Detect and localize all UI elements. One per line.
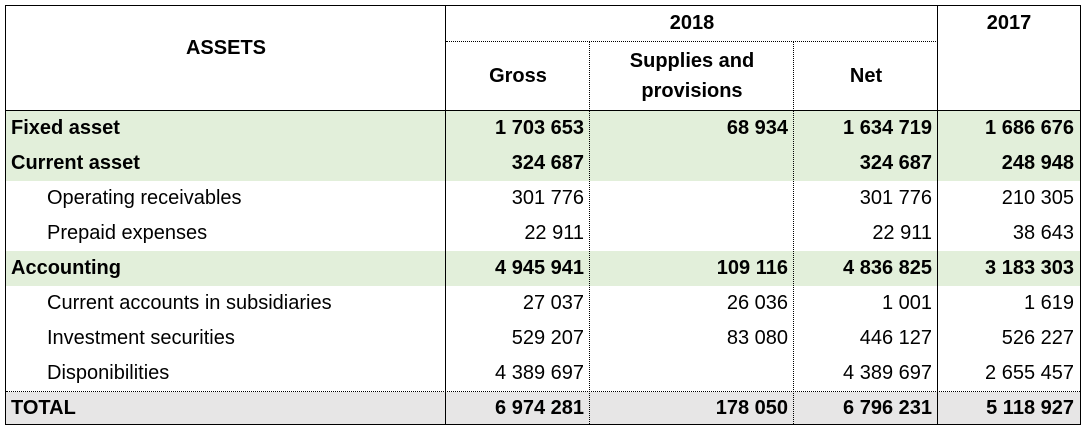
y2017-value: 1 686 676: [985, 117, 1074, 139]
supplies-value: [590, 216, 794, 251]
table-row: Accounting 4 945 941 109 116 4 836 825 3…: [6, 251, 1080, 286]
supplies-value: [590, 181, 794, 216]
net-value: 1 001: [881, 292, 932, 314]
net-value: 324 687: [859, 152, 932, 174]
gross-value: 4 389 697: [495, 362, 584, 384]
gross-value: 4 945 941: [495, 257, 584, 279]
row-label: Current asset: [11, 152, 140, 174]
y2017-value: 5 118 927: [986, 396, 1074, 419]
net-value: 4 836 825: [843, 257, 932, 279]
col-divider: [445, 6, 446, 424]
supplies-value: 26 036: [726, 292, 788, 314]
col-divider: [937, 6, 938, 424]
supplies-value: 68 934: [726, 117, 788, 139]
supplies-value: 83 080: [726, 327, 788, 349]
y2017-value: 210 305: [1001, 187, 1074, 209]
gross-value: 22 911: [524, 222, 584, 244]
gross-value: 529 207: [511, 327, 584, 349]
table-row: Operating receivables 301 776 301 776 21…: [6, 181, 1080, 216]
total-row: TOTAL 6 974 281 178 050 6 796 231 5 118 …: [6, 392, 1080, 424]
gross-value: 324 687: [511, 152, 584, 174]
net-value: 446 127: [859, 327, 932, 349]
gross-header: Gross: [489, 64, 547, 87]
y2017-value: 38 643: [1012, 222, 1074, 244]
supplies-value: 109 116: [716, 257, 788, 279]
gross-value: 1 703 653: [495, 117, 584, 139]
net-value: 22 911: [872, 222, 932, 244]
table-row: Investment securities 529 207 83 080 446…: [6, 321, 1080, 356]
row-label: Investment securities: [47, 327, 235, 349]
assets-table: ASSETS 2018 2017 Gross Supplies and prov…: [5, 5, 1081, 425]
net-value: 301 776: [859, 187, 932, 209]
row-label: Current accounts in subsidiaries: [47, 292, 332, 314]
supplies-header-line2: provisions: [641, 80, 743, 102]
y2017-value: 2 655 457: [985, 362, 1074, 384]
supplies-value: 178 050: [715, 396, 788, 419]
year-2018-header: 2018: [669, 12, 715, 34]
col-divider: [793, 41, 794, 111]
y2017-value: 248 948: [1001, 152, 1074, 174]
table-header: ASSETS 2018 2017 Gross Supplies and prov…: [6, 6, 1080, 111]
net-value: 4 389 697: [843, 362, 932, 384]
supplies-header: Supplies and provisions: [590, 42, 794, 110]
row-label: Prepaid expenses: [47, 222, 208, 244]
col-divider: [793, 111, 794, 424]
y2017-value: 526 227: [1001, 327, 1074, 349]
col-divider: [589, 111, 590, 424]
gross-value: 27 037: [522, 292, 584, 314]
assets-header: ASSETS: [185, 37, 267, 59]
net-value: 6 796 231: [843, 396, 932, 419]
table-row: Disponibilities 4 389 697 4 389 697 2 65…: [6, 356, 1080, 391]
row-label: Fixed asset: [11, 117, 120, 139]
gross-value: 301 776: [511, 187, 584, 209]
table-row: Current asset 324 687 324 687 248 948: [6, 146, 1080, 181]
net-value: 1 634 719: [843, 117, 932, 139]
supplies-value: [590, 356, 794, 391]
supplies-value: [590, 146, 794, 181]
row-label: Accounting: [11, 257, 121, 279]
table-row: Current accounts in subsidiaries 27 037 …: [6, 286, 1080, 321]
net-header: Net: [849, 64, 883, 87]
row-label: Operating receivables: [47, 187, 242, 209]
year-2017-header: 2017: [986, 12, 1032, 34]
y2017-value: 3 183 303: [985, 257, 1074, 279]
row-label: Disponibilities: [47, 362, 170, 384]
table-row: Fixed asset 1 703 653 68 934 1 634 719 1…: [6, 111, 1080, 146]
header-divider: [446, 41, 938, 42]
y2017-value: 1 619: [1023, 292, 1074, 314]
table-row: Prepaid expenses 22 911 22 911 38 643: [6, 216, 1080, 251]
row-label: TOTAL: [11, 396, 76, 419]
gross-value: 6 974 281: [495, 396, 584, 419]
supplies-header-line1: Supplies and: [629, 50, 755, 72]
col-divider: [589, 41, 590, 111]
total-divider: [6, 391, 1080, 392]
